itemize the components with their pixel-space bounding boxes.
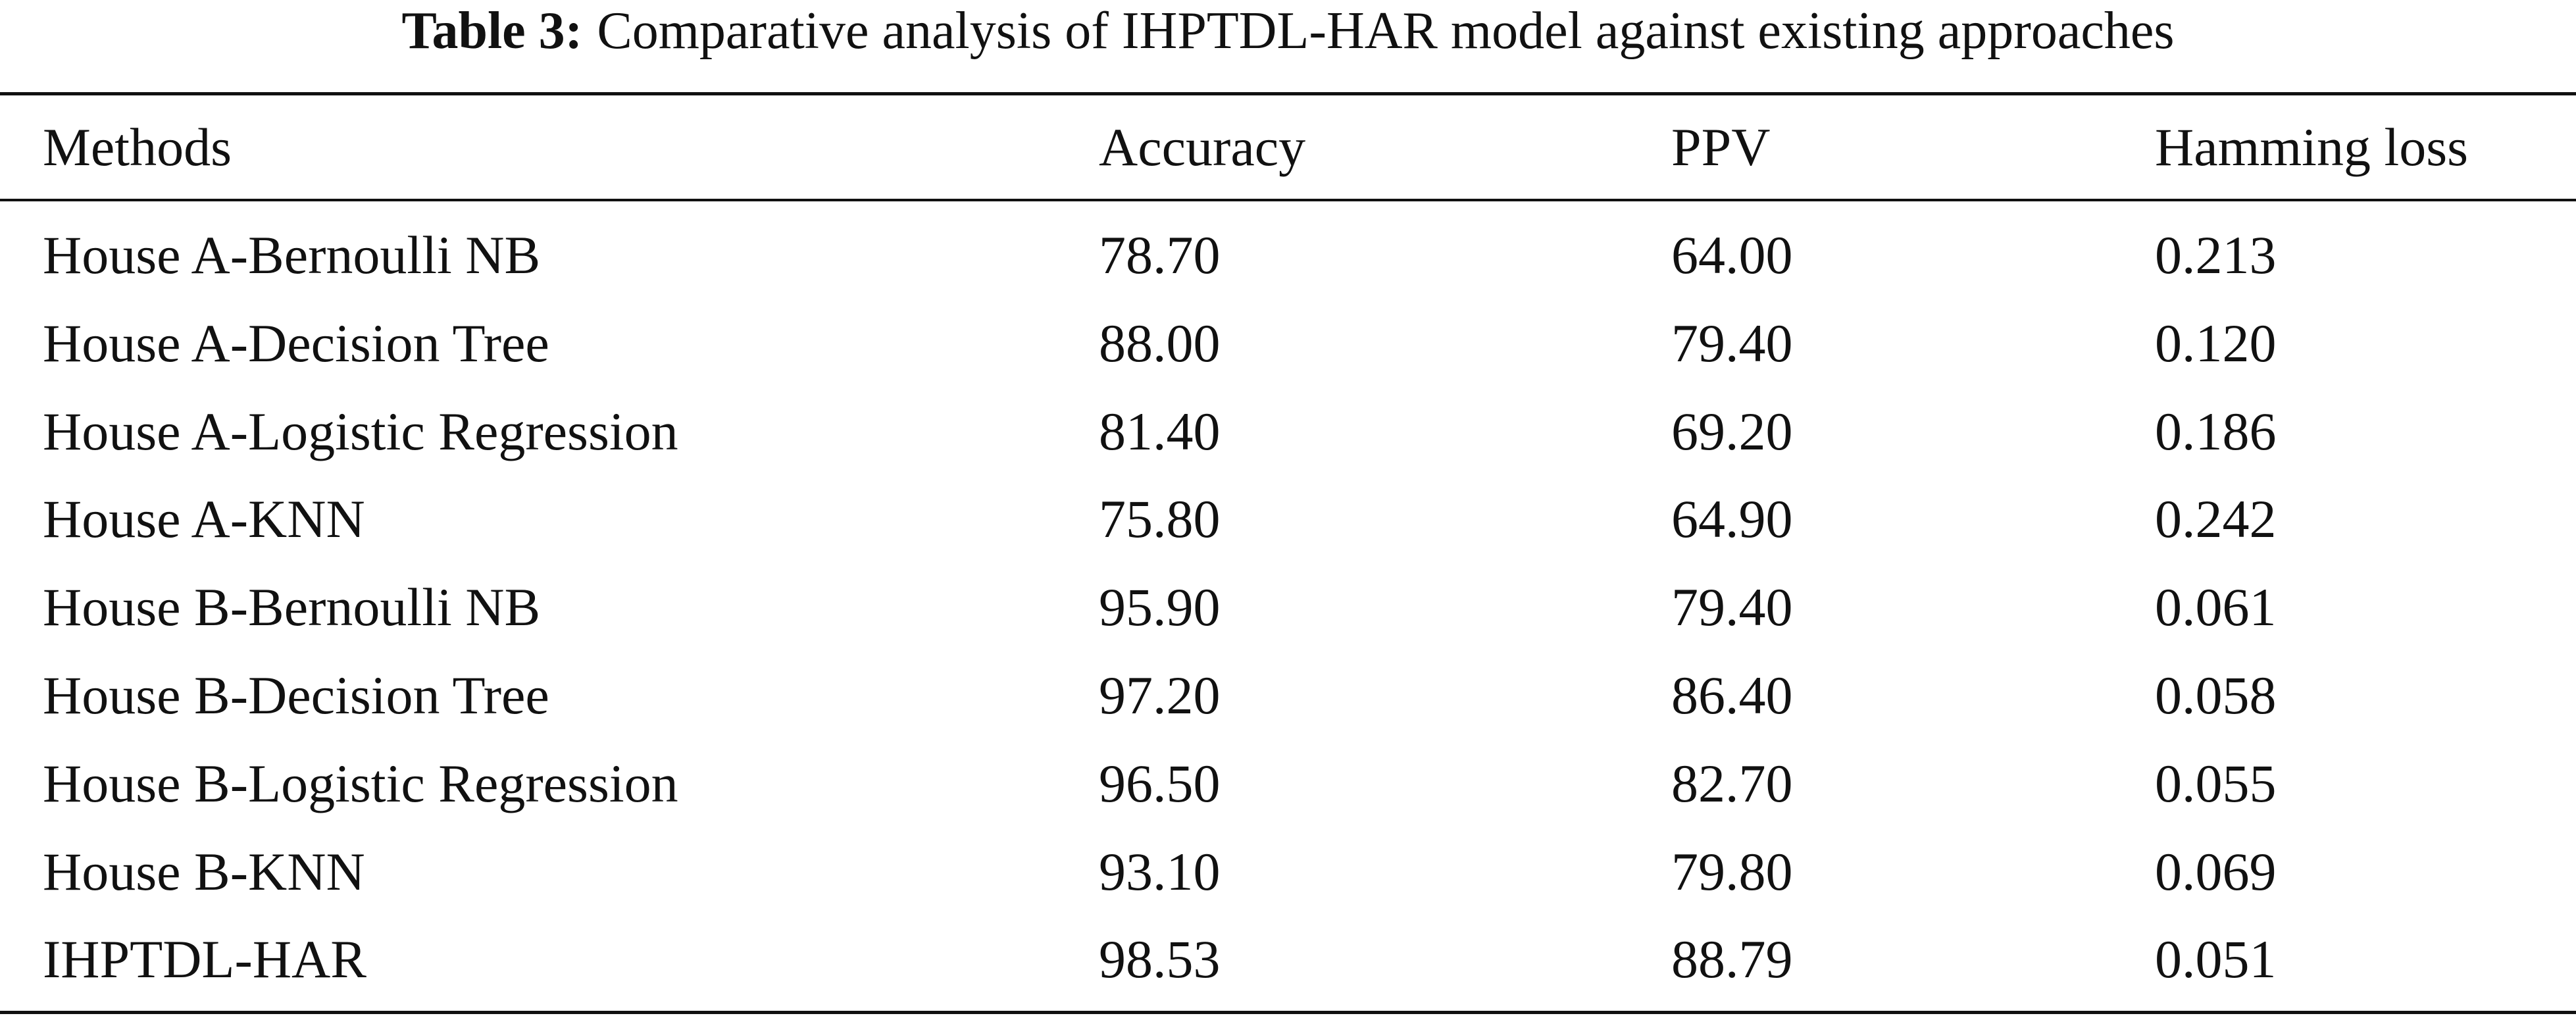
ppv-cell: 88.79: [1671, 929, 1793, 990]
hamming-loss-cell: 0.051: [2155, 929, 2277, 990]
hamming-loss-cell: 0.242: [2155, 489, 2277, 549]
hamming-loss-cell: 0.058: [2155, 665, 2277, 725]
ppv-cell: 79.40: [1671, 313, 1793, 373]
hamming-loss-cell: 0.120: [2155, 313, 2277, 373]
ppv-cell: 79.80: [1671, 841, 1793, 902]
accuracy-cell: 95.90: [1099, 577, 1221, 638]
accuracy-cell: 81.40: [1099, 401, 1221, 461]
caption-label: Table 3:: [401, 2, 583, 60]
ppv-cell: 64.90: [1671, 489, 1793, 549]
hamming-loss-cell: 0.186: [2155, 401, 2277, 461]
method-cell: House B-KNN: [43, 841, 365, 902]
caption-text: Comparative analysis of IHPTDL-HAR model…: [597, 2, 2175, 60]
hamming-loss-cell: 0.055: [2155, 753, 2277, 813]
header-cell: PPV: [1671, 117, 1771, 177]
hamming-loss-cell: 0.069: [2155, 841, 2277, 902]
accuracy-cell: 88.00: [1099, 313, 1221, 373]
method-cell: House A-Bernoulli NB: [43, 225, 541, 285]
method-cell: House B-Decision Tree: [43, 665, 549, 725]
bottom-rule: [0, 1011, 2576, 1014]
ppv-cell: 64.00: [1671, 225, 1793, 285]
hamming-loss-cell: 0.061: [2155, 577, 2277, 638]
header-cell: Hamming loss: [2155, 117, 2469, 177]
method-cell: House A-KNN: [43, 489, 365, 549]
method-cell: House A-Logistic Regression: [43, 401, 678, 461]
accuracy-cell: 96.50: [1099, 753, 1221, 813]
ppv-cell: 69.20: [1671, 401, 1793, 461]
top-rule: [0, 92, 2576, 95]
accuracy-cell: 75.80: [1099, 489, 1221, 549]
accuracy-cell: 93.10: [1099, 841, 1221, 902]
method-cell: House A-Decision Tree: [43, 313, 549, 373]
method-cell: House B-Bernoulli NB: [43, 577, 541, 638]
ppv-cell: 86.40: [1671, 665, 1793, 725]
method-cell: IHPTDL-HAR: [43, 929, 366, 990]
method-cell: House B-Logistic Regression: [43, 753, 678, 813]
accuracy-cell: 98.53: [1099, 929, 1221, 990]
table-caption: Table 3: Comparative analysis of IHPTDL-H…: [0, 1, 2576, 61]
header-cell: Accuracy: [1099, 117, 1306, 177]
hamming-loss-cell: 0.213: [2155, 225, 2277, 285]
header-cell: Methods: [43, 117, 232, 177]
accuracy-cell: 97.20: [1099, 665, 1221, 725]
accuracy-cell: 78.70: [1099, 225, 1221, 285]
ppv-cell: 79.40: [1671, 577, 1793, 638]
ppv-cell: 82.70: [1671, 753, 1793, 813]
header-rule: [0, 199, 2576, 201]
